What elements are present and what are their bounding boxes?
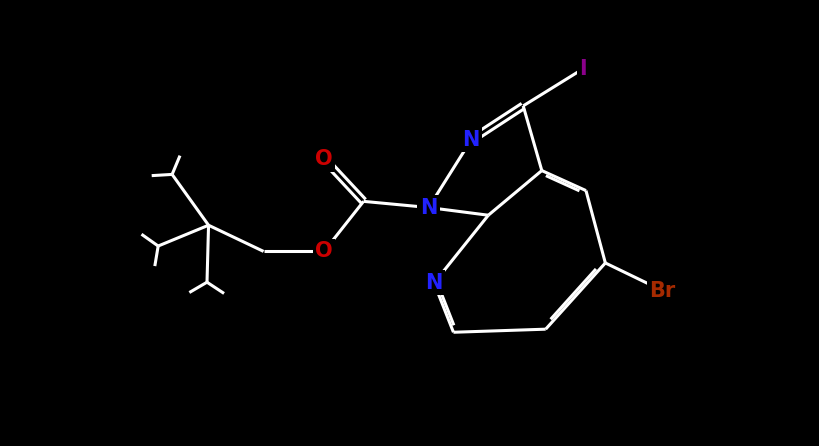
Text: N: N: [425, 273, 443, 293]
Text: O: O: [315, 149, 333, 169]
Text: I: I: [579, 59, 586, 79]
Text: O: O: [315, 241, 333, 261]
Text: N: N: [420, 198, 437, 218]
Text: N: N: [463, 130, 480, 150]
Text: Br: Br: [649, 281, 676, 301]
